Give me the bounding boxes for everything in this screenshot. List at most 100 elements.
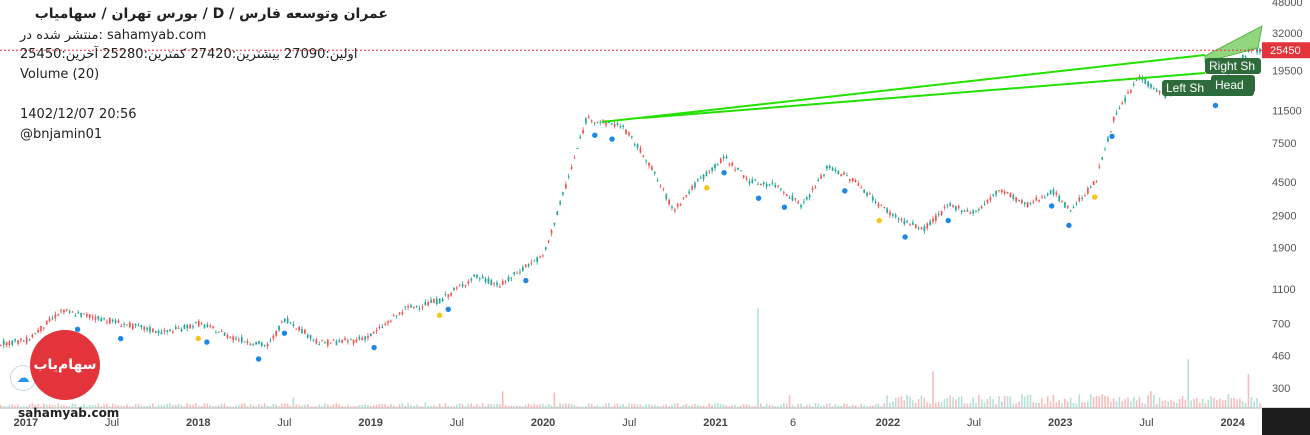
volume-bar [54, 405, 57, 408]
volume-bar [86, 406, 88, 408]
signal-dot [204, 339, 210, 345]
volume-bar [413, 406, 415, 408]
candle-body [685, 195, 688, 197]
time-tick-label: 2021 [703, 417, 727, 429]
volume-bar [1075, 403, 1078, 408]
candle-body [731, 162, 734, 166]
time-tick-label: 2020 [531, 417, 555, 429]
volume-bar [172, 405, 174, 408]
volume-bar [544, 405, 547, 408]
volume-bar [691, 404, 693, 408]
candle-body [364, 336, 366, 340]
volume-bar [1207, 399, 1210, 408]
volume-bar [883, 403, 885, 408]
volume-bar [639, 404, 642, 408]
candle-body [195, 321, 197, 323]
volume-bar [146, 405, 148, 408]
candle-body [1049, 190, 1052, 195]
candle-body [593, 122, 596, 124]
candle-body [447, 294, 450, 298]
price-tick-label: 19500 [1272, 65, 1303, 77]
candle-body [892, 213, 894, 216]
volume-bar [1204, 402, 1207, 408]
volume-bar [906, 394, 908, 408]
candle-body [464, 284, 467, 286]
volume-bar [1144, 403, 1147, 408]
volume-bar [11, 404, 14, 408]
candle-body [986, 199, 989, 203]
volume-bar [1069, 397, 1072, 408]
candle-body [1046, 193, 1049, 196]
volume-bar [682, 404, 685, 408]
volume-bar [369, 405, 372, 408]
candle-body [281, 321, 283, 323]
candle-body [1069, 210, 1072, 212]
volume-bar [450, 406, 452, 408]
volume-bar [1224, 400, 1227, 408]
volume-bar [788, 395, 791, 408]
volume-bar [304, 404, 306, 408]
candle-body [923, 226, 926, 232]
volume-bar [106, 403, 108, 408]
candle-body [123, 323, 126, 325]
candle-body [298, 326, 300, 331]
volume-bar [358, 405, 361, 408]
candle-body [524, 264, 527, 267]
volume-bar [957, 396, 960, 408]
candle-body [490, 279, 493, 286]
volume-bar [952, 397, 954, 408]
volume-bar [398, 404, 401, 408]
candle-body [811, 188, 814, 191]
volume-bar [1118, 396, 1121, 408]
volume-bar [920, 395, 923, 408]
volume-bar [261, 404, 263, 408]
candle-body [745, 178, 748, 180]
volume-bar [418, 406, 421, 408]
signal-dot [523, 277, 529, 284]
volume-bar [900, 396, 903, 408]
volume-bar [860, 403, 863, 408]
candle-body [1153, 88, 1155, 90]
volume-bar [45, 404, 48, 408]
volume-bar [1221, 400, 1224, 408]
candle-body [989, 197, 992, 200]
volume-bar [269, 406, 272, 408]
volume-bar [897, 397, 900, 408]
candle-body [235, 338, 237, 340]
volume-bar [481, 403, 484, 408]
volume-bar [510, 405, 513, 408]
volume-bar [725, 405, 728, 408]
candle-body [656, 180, 659, 182]
head-shoulder-area [1204, 25, 1263, 63]
volume-bar [499, 404, 501, 408]
volume-bar [820, 405, 822, 408]
volume-bar [332, 404, 335, 408]
volume-bar [209, 405, 211, 408]
candle-body [757, 183, 759, 185]
volume-bar [189, 404, 191, 408]
candle-body [651, 166, 653, 171]
volume-bar [1026, 394, 1029, 408]
volume-bar [803, 406, 805, 408]
volume-bar [1072, 402, 1075, 408]
volume-bar [315, 406, 318, 408]
candle-body [539, 255, 541, 257]
volume-bar [1012, 403, 1015, 408]
candle-body [312, 339, 315, 341]
volume-bar [1158, 397, 1161, 408]
candle-body [705, 171, 708, 177]
candle-body [103, 318, 105, 320]
candle-body [358, 336, 361, 340]
candle-body [708, 170, 711, 172]
candle-body [608, 121, 610, 124]
volume-bar [22, 406, 25, 408]
volume-bar [111, 403, 114, 408]
volume-bar [1196, 397, 1198, 408]
candle-body [590, 120, 593, 122]
signal-dot [945, 217, 951, 224]
candle-body [54, 314, 57, 319]
candle-body [395, 315, 398, 317]
volume-bar [1135, 400, 1138, 408]
publish-datetime: 1402/12/07 20:56 [20, 107, 137, 122]
candle-body [275, 331, 278, 336]
